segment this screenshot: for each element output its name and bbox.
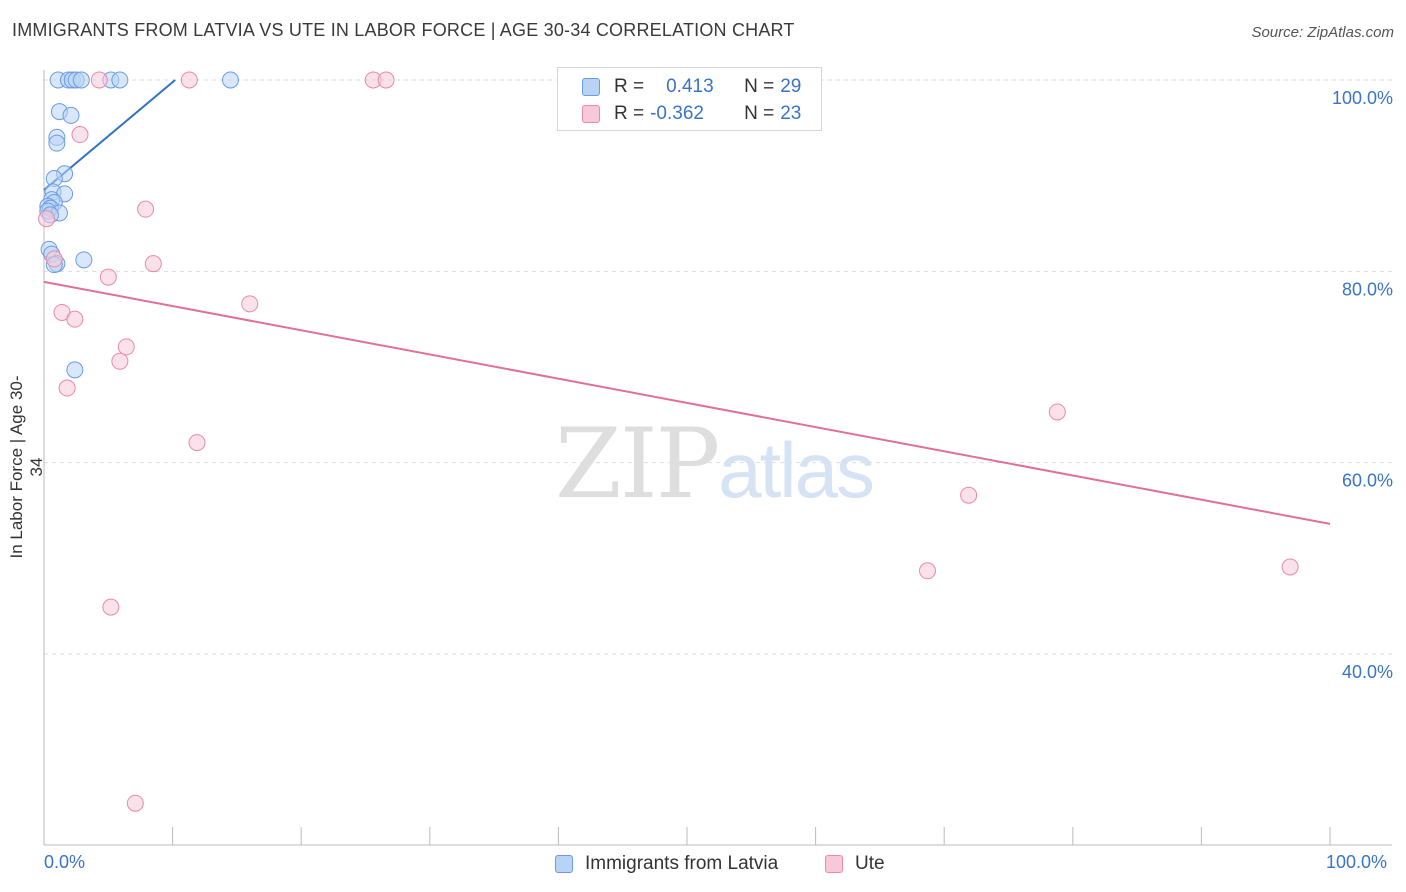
- legend-swatch-latvia: [555, 855, 573, 873]
- stats-legend: R = 0.413 N = 29 R = -0.362 N = 23: [557, 67, 822, 131]
- n-label: N =: [744, 76, 775, 97]
- data-point-latvia: [62, 106, 80, 124]
- y-tick-label: 80.0%: [1342, 279, 1393, 299]
- n-value-latvia: 29: [780, 76, 802, 97]
- gridlines: [44, 79, 1392, 655]
- data-point-ute: [241, 295, 259, 313]
- data-point-ute: [1281, 558, 1299, 576]
- latvia-swatch: [582, 78, 600, 96]
- r-label: R =: [614, 76, 645, 97]
- data-point-ute: [58, 379, 76, 397]
- data-point-latvia: [66, 361, 84, 379]
- data-point-ute: [188, 434, 206, 452]
- source-label: Source: ZipAtlas.com: [1251, 24, 1394, 41]
- data-point-ute: [918, 562, 936, 580]
- n-value-ute: 23: [780, 103, 802, 124]
- watermark-zip: ZIP: [555, 408, 720, 520]
- data-point-ute: [99, 268, 117, 286]
- legend-label-ute: Ute: [855, 853, 885, 874]
- data-point-ute: [144, 255, 162, 273]
- legend-item-latvia: Immigrants from Latvia: [555, 851, 778, 877]
- r-value-latvia: 0.413: [666, 76, 714, 97]
- y-tick-label: 100.0%: [1332, 88, 1393, 108]
- data-point-ute: [180, 71, 198, 89]
- data-point-ute: [111, 352, 129, 370]
- data-point-ute: [137, 200, 155, 218]
- data-point-latvia: [72, 71, 90, 89]
- data-point-ute: [117, 338, 135, 356]
- chart-title: IMMIGRANTS FROM LATVIA VS UTE IN LABOR F…: [12, 20, 795, 40]
- y-axis-label: In Labor Force | Age 30-34: [7, 375, 46, 559]
- data-point-ute: [102, 598, 120, 616]
- data-point-ute: [38, 210, 56, 228]
- axes: [43, 70, 1392, 846]
- data-point-latvia: [75, 251, 93, 269]
- legend-label-latvia: Immigrants from Latvia: [585, 853, 779, 874]
- n-label: N =: [744, 103, 775, 124]
- r-value-ute: -0.362: [650, 103, 704, 124]
- watermark-atlas: atlas: [718, 426, 875, 514]
- data-point-latvia: [111, 71, 129, 89]
- trend-lines: [43, 79, 1331, 525]
- legend-swatch-ute: [825, 855, 843, 873]
- y-tick-labels: 40.0% 60.0% 80.0% 100.0%: [1332, 88, 1393, 682]
- data-point-ute: [377, 71, 395, 89]
- data-point-ute: [1048, 403, 1066, 421]
- data-point-latvia: [221, 71, 239, 89]
- ute-swatch: [582, 105, 600, 123]
- y-tick-label: 40.0%: [1342, 662, 1393, 682]
- x-tick-label-max: 100.0%: [1326, 852, 1388, 872]
- y-tick-label: 60.0%: [1342, 471, 1393, 491]
- stats-row-ute: R = -0.362 N = 23: [582, 101, 801, 127]
- r-label: R =: [614, 103, 645, 124]
- x-tick-label-min: 0.0%: [44, 852, 86, 872]
- legend-item-ute: Ute: [825, 851, 885, 877]
- data-point-ute: [45, 250, 63, 268]
- data-points: [38, 71, 1299, 812]
- data-point-ute: [960, 486, 978, 504]
- trend-line-ute: [43, 280, 1331, 525]
- data-point-ute: [71, 126, 89, 144]
- data-point-ute: [90, 71, 108, 89]
- data-point-ute: [126, 794, 144, 812]
- data-point-latvia: [48, 134, 66, 152]
- stats-row-latvia: R = 0.413 N = 29: [582, 74, 801, 100]
- data-point-ute: [66, 310, 84, 328]
- watermark: ZIPatlas: [555, 408, 875, 520]
